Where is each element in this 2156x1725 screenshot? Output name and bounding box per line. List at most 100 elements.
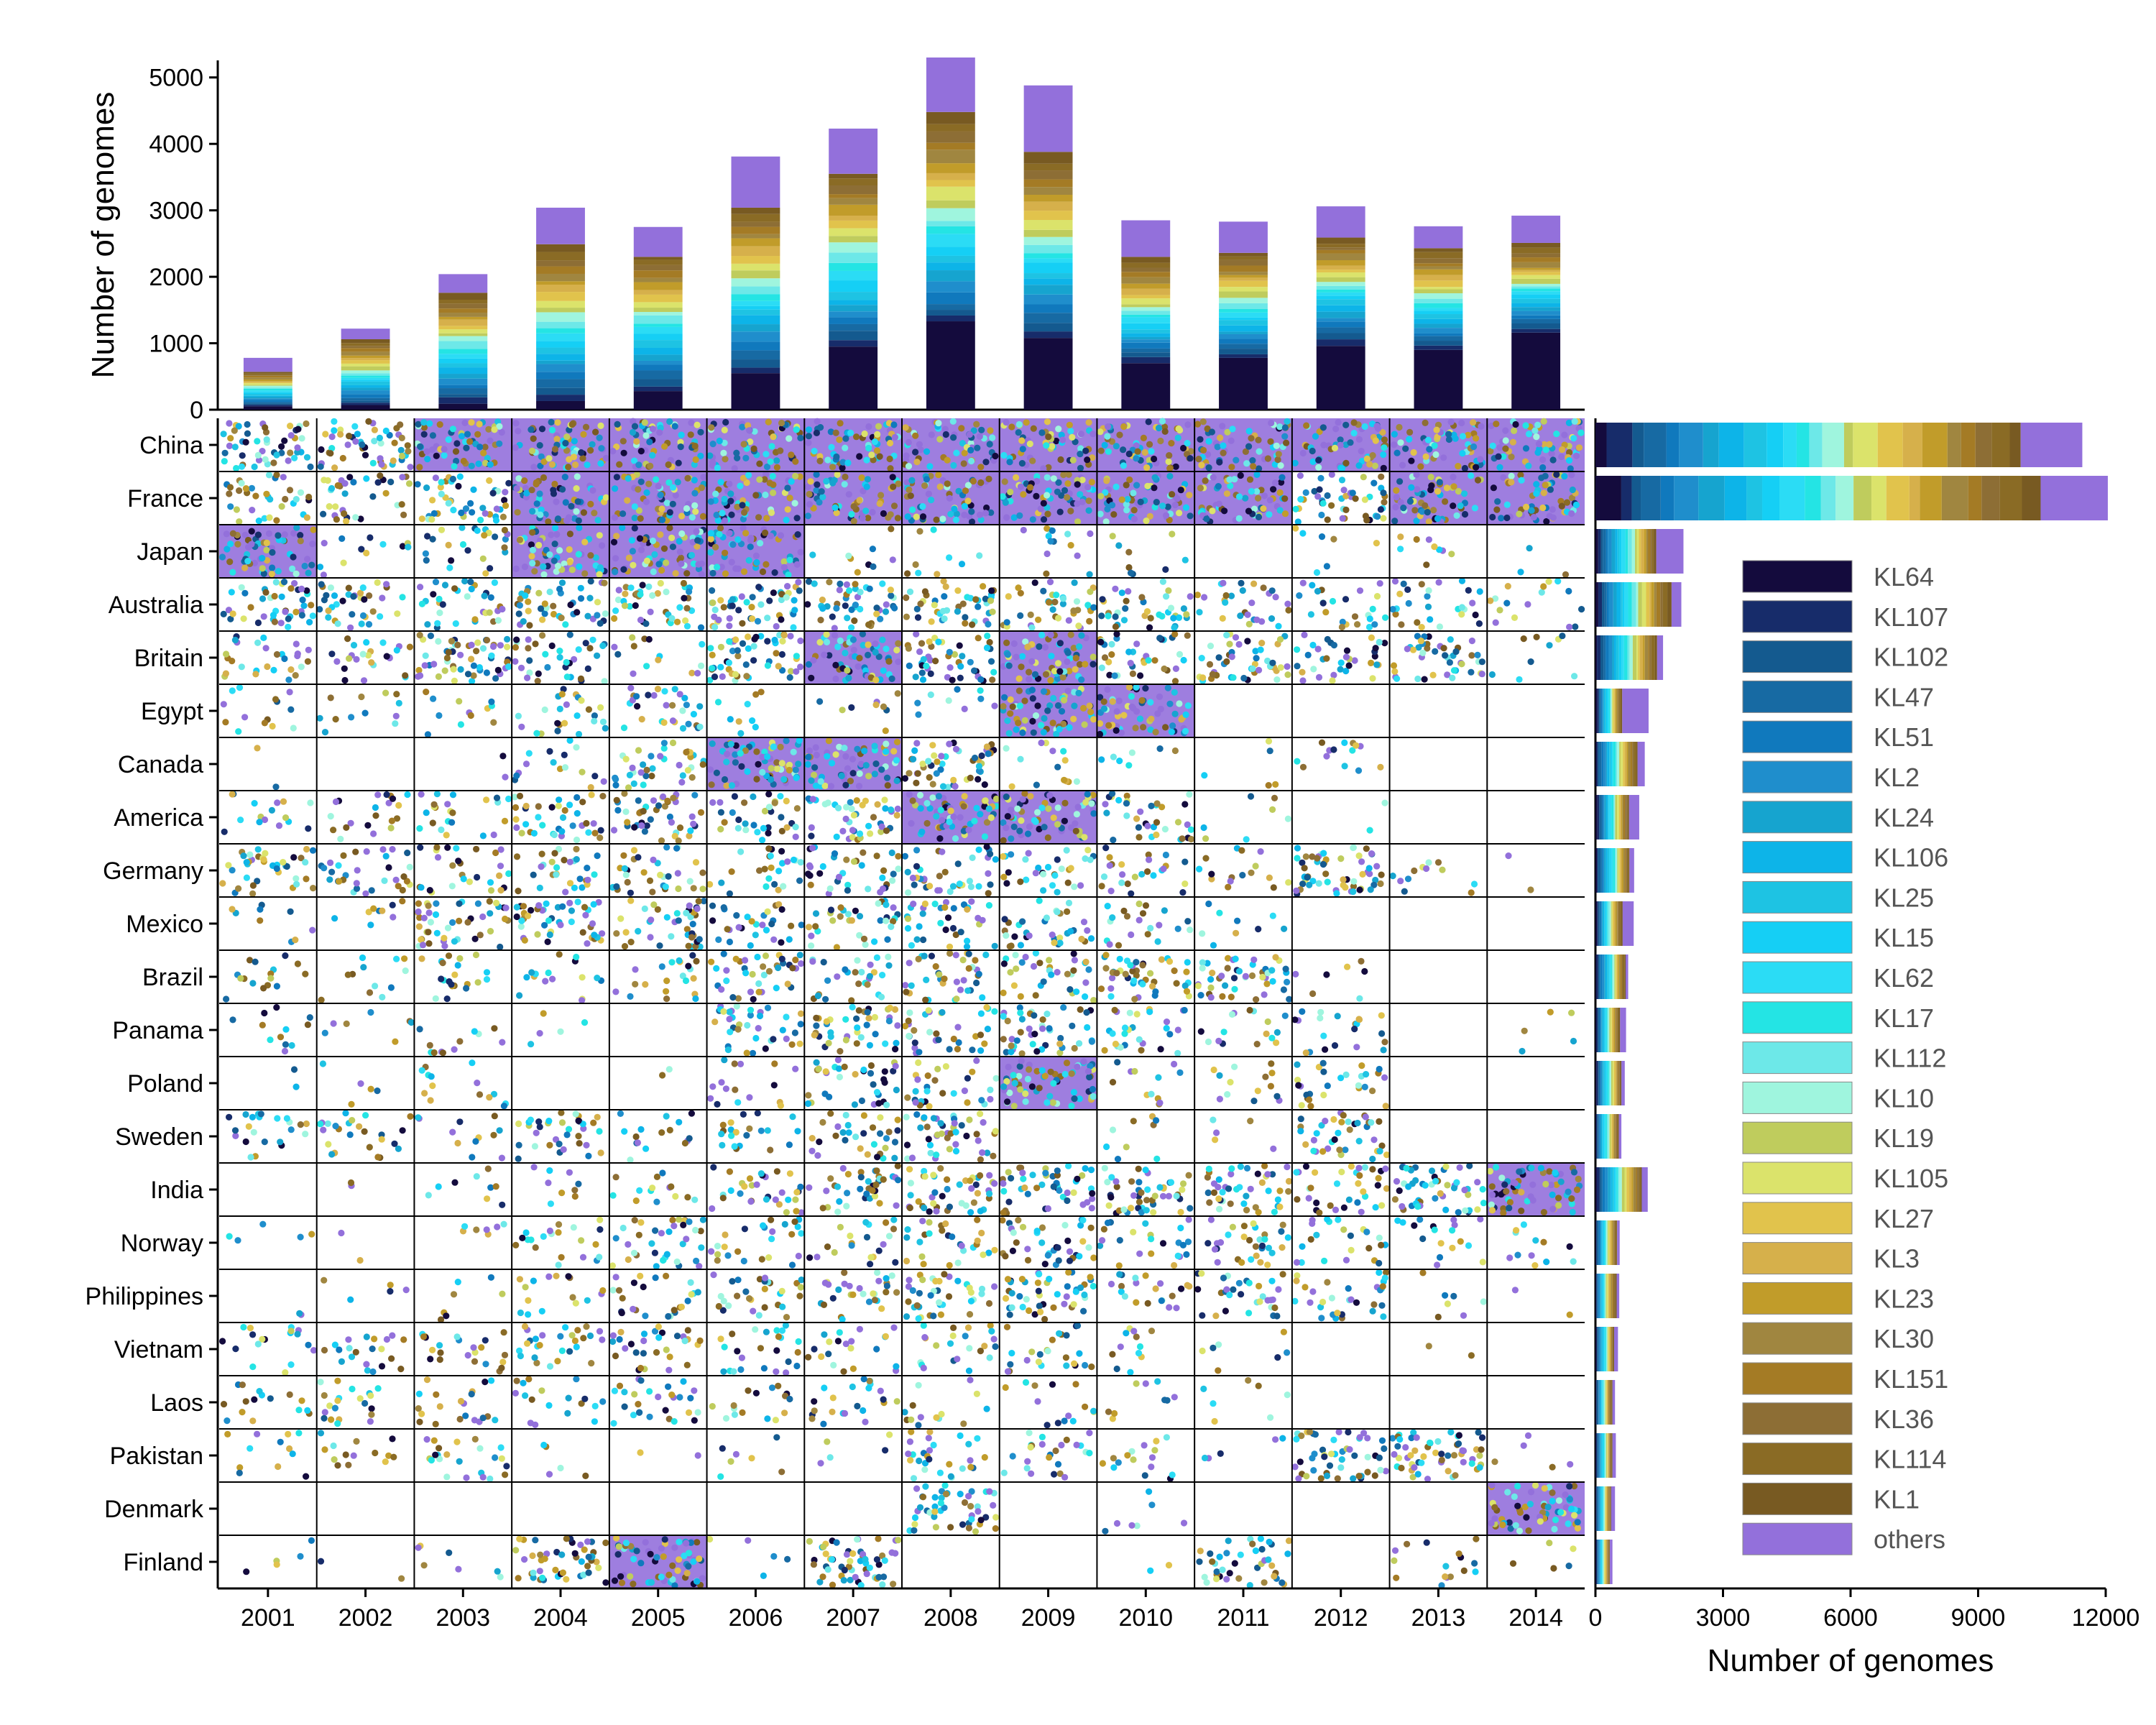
point (450, 666, 457, 673)
point (399, 594, 406, 601)
point (475, 460, 482, 467)
point (665, 461, 672, 469)
point (1104, 505, 1111, 513)
point (318, 581, 325, 588)
point (1124, 880, 1131, 888)
point (870, 456, 877, 464)
point (1548, 450, 1555, 457)
point (581, 903, 589, 911)
point (546, 588, 553, 596)
point (269, 722, 276, 730)
point (1061, 817, 1068, 824)
point (1565, 457, 1573, 464)
point (1281, 510, 1289, 518)
point (920, 656, 927, 663)
point (1110, 753, 1117, 760)
point (1533, 633, 1540, 640)
point (824, 753, 831, 760)
point (240, 852, 247, 860)
point (790, 856, 798, 863)
point (423, 484, 430, 492)
point (959, 600, 967, 607)
point (732, 636, 740, 643)
point (768, 864, 775, 871)
point (738, 763, 745, 770)
top-bar-2006-kl15 (731, 305, 780, 310)
point (1471, 505, 1478, 512)
point (1414, 675, 1422, 683)
point (343, 518, 350, 525)
point (379, 540, 387, 548)
point (1064, 480, 1072, 487)
point (1180, 605, 1187, 612)
top-bar-2008-kl23 (926, 163, 975, 173)
top-bar-2011-kl10 (1219, 298, 1268, 303)
point (248, 484, 255, 492)
point (624, 497, 631, 504)
point (1297, 496, 1304, 503)
point (1361, 423, 1368, 431)
point (1330, 671, 1337, 678)
top-bar-2012-others (1316, 206, 1365, 238)
point (382, 427, 390, 435)
point (975, 635, 982, 642)
point (390, 914, 397, 921)
point (613, 533, 620, 540)
point (717, 597, 724, 604)
top-bar-2004-kl17 (536, 328, 585, 334)
point (553, 530, 561, 538)
top-bar-2013-kl15 (1414, 310, 1463, 315)
point (726, 530, 733, 537)
point (935, 793, 942, 800)
top-bar-2004-kl36 (536, 260, 585, 267)
point (739, 502, 746, 509)
point (729, 596, 737, 603)
point (1045, 533, 1052, 540)
top-bar-2010-kl17 (1121, 314, 1171, 318)
point (587, 500, 594, 508)
point (848, 624, 855, 631)
point (292, 570, 300, 577)
point (1431, 442, 1438, 449)
point (950, 434, 957, 441)
point (1553, 431, 1560, 438)
point (1411, 867, 1418, 875)
point (777, 793, 784, 800)
point (505, 479, 512, 487)
point (697, 809, 705, 816)
point (370, 830, 377, 837)
point (466, 878, 474, 886)
point (1038, 739, 1045, 747)
point (707, 645, 714, 652)
point (750, 445, 757, 453)
point (1046, 792, 1054, 799)
point (1159, 502, 1166, 510)
top-bar-2007-kl2 (829, 311, 878, 318)
point (272, 579, 280, 586)
point (1112, 483, 1120, 491)
point (548, 418, 555, 426)
point (873, 852, 880, 860)
point (612, 485, 619, 492)
point (566, 530, 574, 538)
point (918, 640, 926, 647)
point (718, 879, 725, 886)
point (1106, 862, 1113, 869)
point (951, 505, 958, 512)
point (783, 516, 790, 524)
point (990, 668, 998, 676)
point (1358, 858, 1365, 865)
point (244, 558, 252, 565)
point (1487, 597, 1494, 604)
point (1425, 587, 1432, 594)
point (1175, 425, 1182, 433)
point (1199, 418, 1207, 426)
point (773, 759, 780, 766)
point (518, 723, 525, 730)
point (1414, 619, 1421, 626)
point (708, 781, 715, 788)
point (1208, 875, 1215, 883)
point (690, 711, 698, 718)
point (852, 585, 859, 592)
point (622, 808, 630, 815)
